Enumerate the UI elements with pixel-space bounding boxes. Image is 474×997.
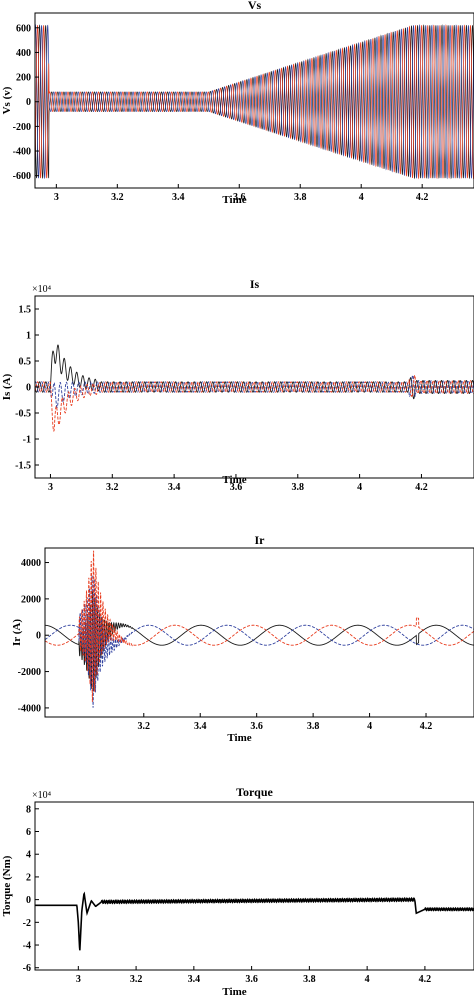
ir-ytick-label: 4000 [21, 558, 41, 569]
vs-xtick-label: 3.4 [172, 192, 185, 203]
vs-axes-box [34, 12, 474, 189]
vs-xtick-label: 3 [54, 192, 59, 203]
ir-xlabel: Time [227, 732, 251, 744]
ir-xtick-label: 3.4 [194, 721, 207, 732]
torque-xlabel: Time [222, 986, 246, 997]
torque-ytick-label: 2 [26, 872, 31, 883]
ir-ytick-label: 2000 [21, 594, 41, 605]
vs-series-1 [35, 24, 474, 180]
is-ylabel: Is (A) [1, 373, 13, 400]
is-chart: Is ×10⁴ 3 3.2 3.4 3.6 3.8 4 4.2 1.5 1 0.5 0 -0.5 -1 -1.… [0, 270, 474, 520]
ir-xtick-label: 4.2 [420, 721, 433, 732]
vs-ytick-label: -600 [13, 171, 31, 182]
ir-series-2 [45, 575, 474, 708]
torque-xtick-label: 4.2 [419, 974, 432, 985]
vs-xlabel: Time [222, 194, 246, 206]
is-xtick-label: 4.2 [415, 482, 428, 493]
is-xtick-label: 3.6 [230, 482, 243, 493]
ir-xtick-label: 4 [367, 721, 372, 732]
is-ytick-label: -1 [23, 435, 31, 446]
vs-title: Vs [248, 0, 262, 12]
is-ytick-label: -1.5 [15, 461, 31, 472]
torque-plot-area [35, 891, 474, 951]
ir-ytick-label: -2000 [18, 667, 41, 678]
is-xtick-label: 3.4 [168, 482, 181, 493]
is-chart-svg: Is ×10⁴ 3 3.2 3.4 3.6 3.8 4 4.2 1.5 1 0.5 0 -0.5 -1 -1.… [1, 277, 474, 493]
is-ytick-label: 1.5 [19, 305, 32, 316]
is-ytick-label: 1 [26, 331, 31, 342]
torque-series-line [35, 891, 474, 951]
vs-ytick-label: 600 [16, 23, 31, 34]
vs-plot-area [35, 24, 474, 180]
torque-title: Torque [236, 785, 273, 799]
torque-xtick-label: 3.2 [130, 974, 143, 985]
ir-title: Ir [255, 533, 266, 547]
vs-chart-svg: Vs 3 3.2 3.4 3.6 3.8 4 4.2 600 400 200 0 -200 -400 -60… [1, 0, 474, 206]
is-series-3 [35, 374, 474, 432]
ir-ytick-label: -4000 [18, 703, 41, 714]
is-ytick-label: 0.5 [19, 357, 32, 368]
is-plot-area [35, 344, 474, 432]
vs-ylabel: Vs (v) [1, 86, 13, 114]
torque-ytick-label: 8 [26, 804, 31, 815]
ir-plot-area [45, 550, 474, 708]
vs-series-2 [35, 24, 474, 180]
vs-ytick-label: -200 [13, 122, 31, 133]
torque-xtick-label: 4 [365, 974, 370, 985]
torque-ytick-label: 0 [26, 895, 31, 906]
is-series-1 [35, 344, 474, 400]
torque-ytick-label: -2 [23, 918, 31, 929]
is-ytick-label: 0 [26, 383, 31, 394]
vs-ytick-label: 400 [16, 48, 31, 59]
vs-xtick-label: 3.2 [111, 192, 124, 203]
vs-xtick-label: 3.6 [233, 192, 246, 203]
ir-xtick-label: 3.6 [250, 721, 263, 732]
torque-xtick-label: 3.8 [303, 974, 316, 985]
vs-xtick-label: 3.8 [294, 192, 307, 203]
is-xtick-label: 3.8 [292, 482, 305, 493]
ir-series-3 [45, 550, 474, 702]
ir-chart: Ir 3.2 3.4 3.6 3.8 4 4.2 4000 2000 0 -2000 -4000 Tim… [0, 525, 474, 760]
is-xlabel: Time [222, 474, 246, 486]
ir-axes-box [44, 547, 474, 718]
is-title: Is [250, 277, 260, 291]
ir-ytick-label: 0 [36, 631, 41, 642]
ir-chart-svg: Ir 3.2 3.4 3.6 3.8 4 4.2 4000 2000 0 -2000 -4000 Tim… [11, 533, 474, 744]
is-xtick-label: 3 [48, 482, 53, 493]
torque-xtick-label: 3 [76, 974, 81, 985]
torque-exponent: ×10⁴ [32, 790, 52, 801]
ir-xtick-label: 3.2 [138, 721, 151, 732]
torque-ytick-label: -4 [23, 941, 31, 952]
vs-ytick-label: -400 [13, 147, 31, 158]
is-xtick-label: 3.2 [106, 482, 119, 493]
vs-ytick-label: 0 [26, 97, 31, 108]
torque-chart-svg: Torque ×10⁴ 3 3.2 3.4 3.6 3.8 4 4.2 8 6 4 2 0 -2 -4 -6 Ti… [1, 785, 474, 997]
torque-ytick-label: -6 [23, 963, 31, 974]
torque-chart: Torque ×10⁴ 3 3.2 3.4 3.6 3.8 4 4.2 8 6 4 2 0 -2 -4 -6 Ti… [0, 785, 474, 997]
vs-chart: Vs 3 3.2 3.4 3.6 3.8 4 4.2 600 400 200 0 -200 -400 -60… [0, 0, 474, 240]
is-ytick-label: -0.5 [15, 409, 31, 420]
ir-series-1 [45, 591, 474, 692]
ir-xtick-label: 3.8 [307, 721, 320, 732]
torque-ylabel: Torque (Nm) [1, 855, 13, 916]
ir-ylabel: Ir (A) [11, 619, 23, 646]
is-series-2 [35, 374, 474, 409]
vs-xtick-label: 4.2 [416, 192, 429, 203]
torque-xtick-label: 3.6 [245, 974, 258, 985]
torque-ytick-label: 4 [26, 850, 31, 861]
is-exponent: ×10⁴ [32, 284, 52, 295]
vs-xtick-label: 4 [359, 192, 364, 203]
vs-ytick-label: 200 [16, 73, 31, 84]
vs-series-3 [35, 24, 474, 180]
torque-xtick-label: 3.4 [188, 974, 201, 985]
torque-ytick-label: 6 [26, 827, 31, 838]
is-xtick-label: 4 [357, 482, 362, 493]
torque-axes-box [34, 801, 474, 971]
